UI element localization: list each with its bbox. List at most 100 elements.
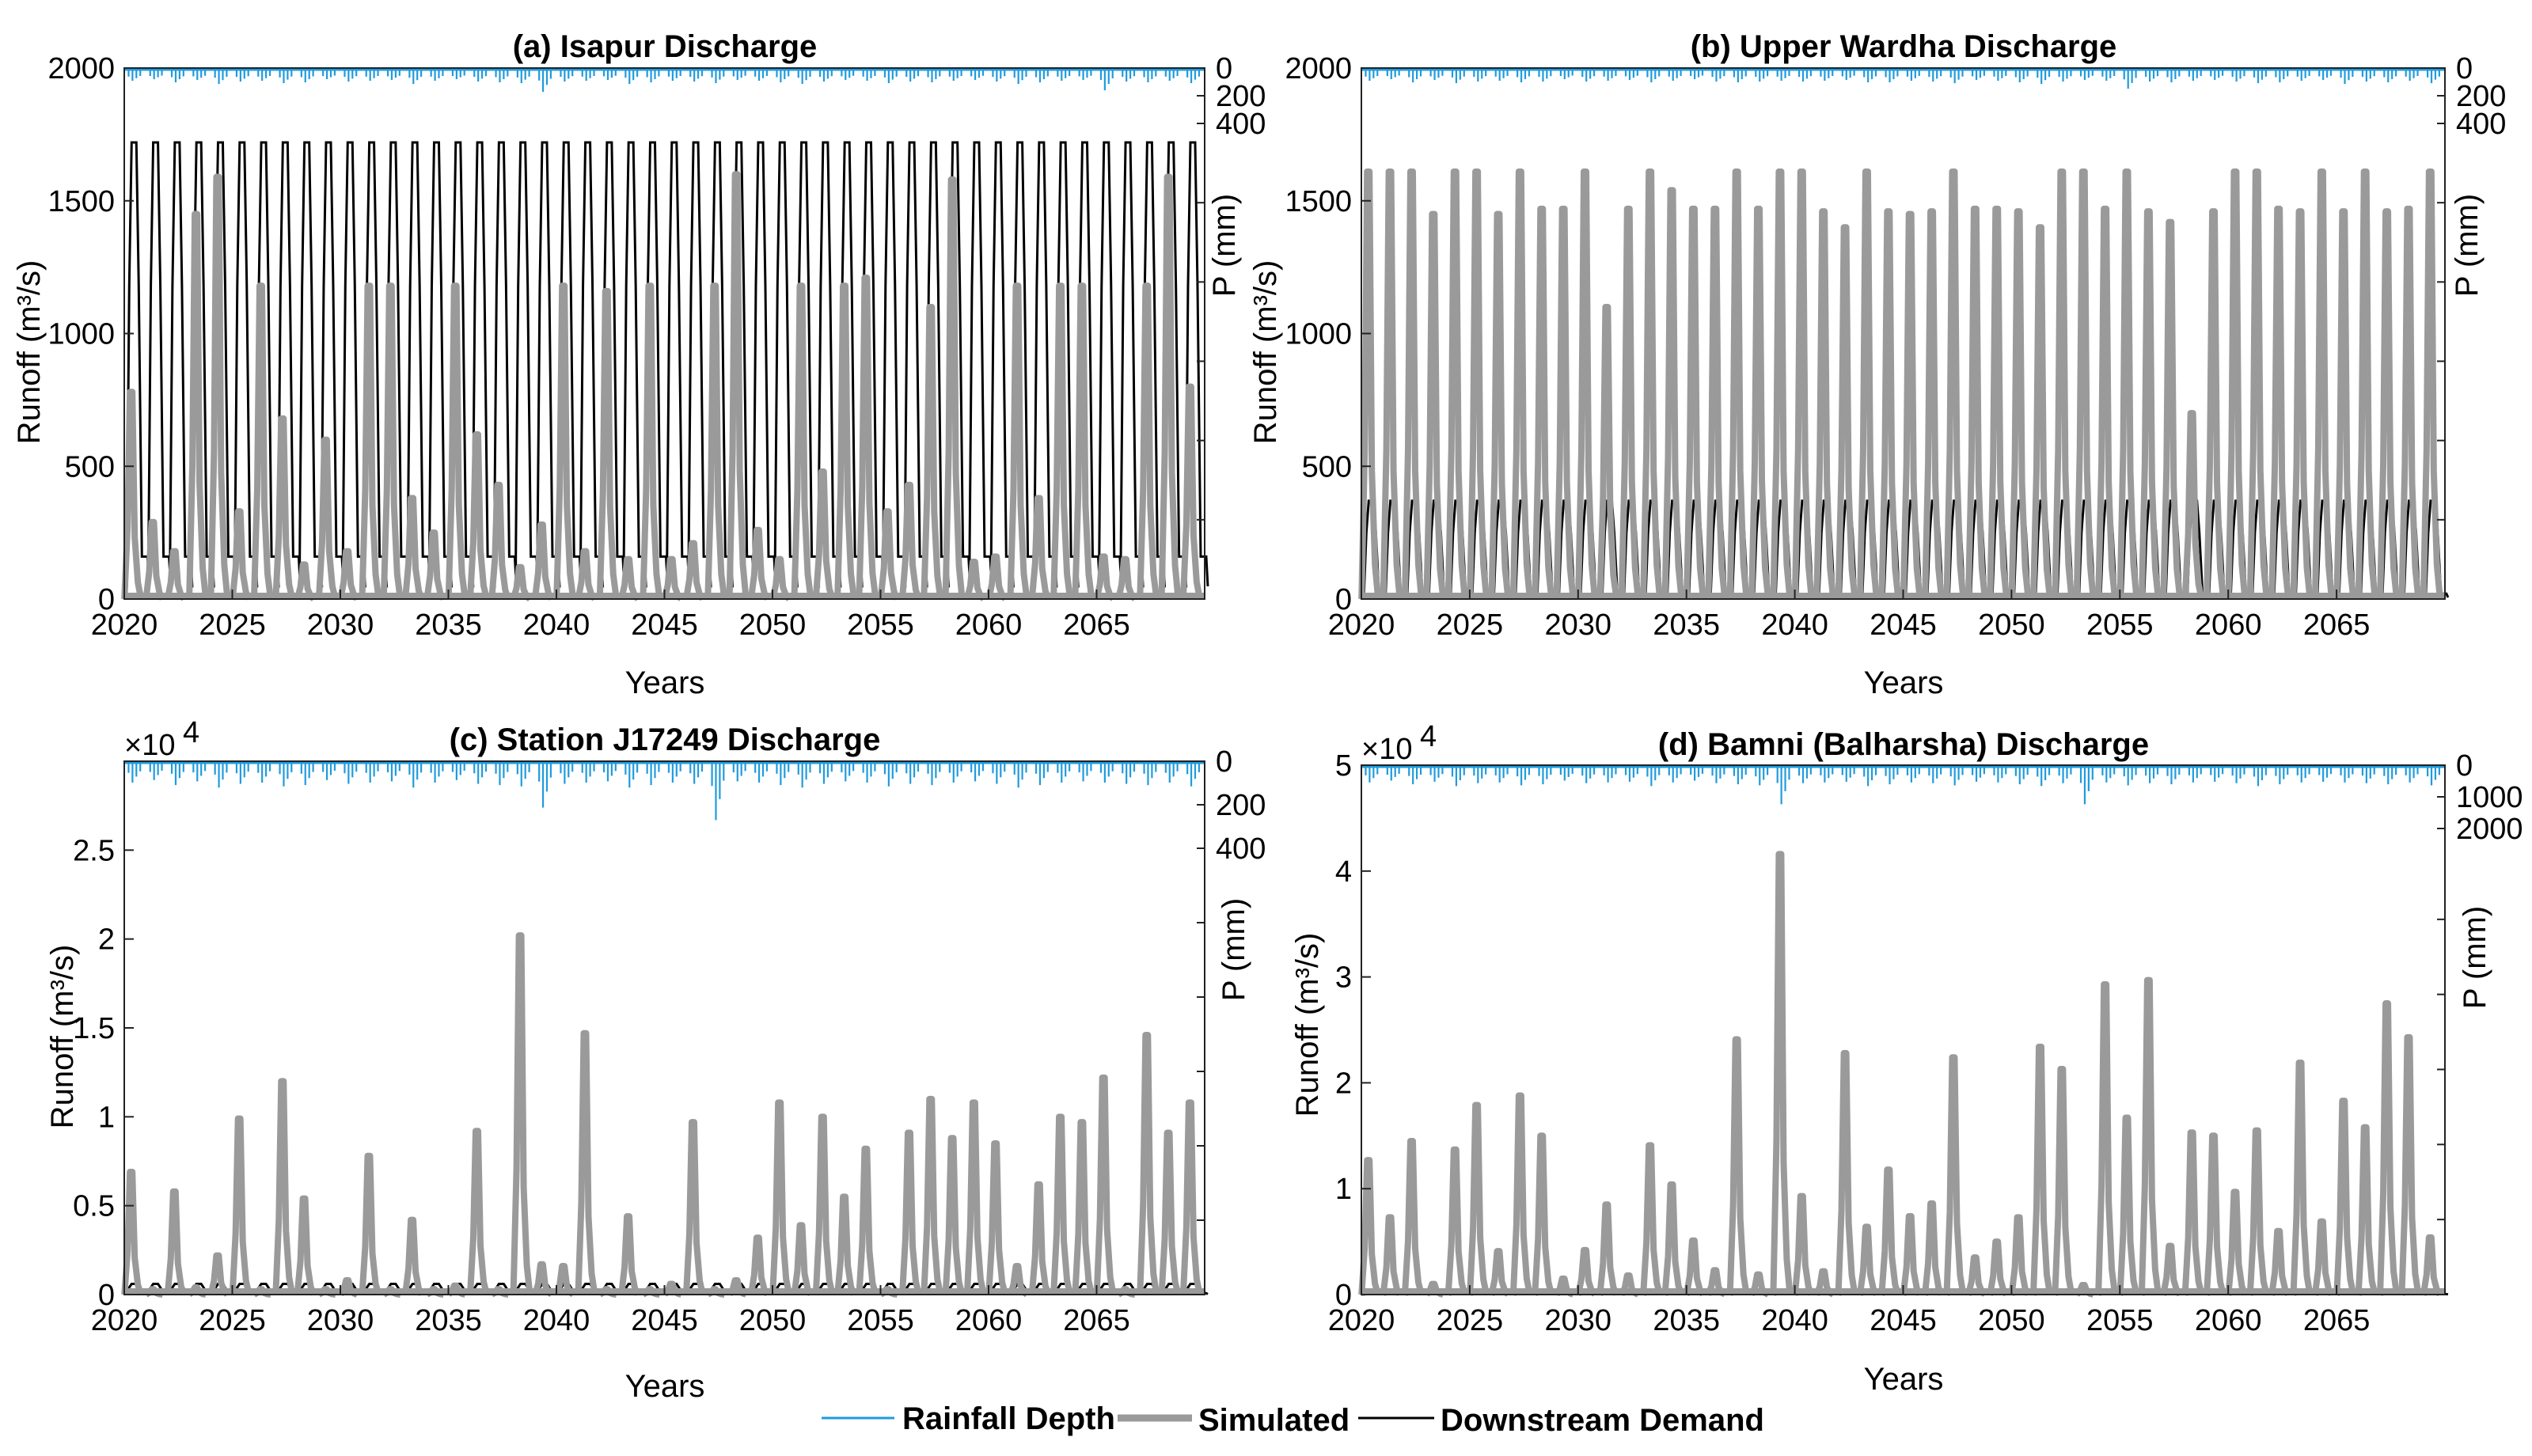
panel-d-x-tick-label-2040: 2040 — [1761, 1304, 1828, 1337]
panel-c-y2-axis-label: P (mm) — [1217, 898, 1251, 1001]
panel-d-y-tick-label-0: 0 — [1335, 1279, 1352, 1312]
panel-a-simulated-peak-10 — [315, 436, 339, 600]
panel-c-simulated-peak-41 — [985, 1140, 1009, 1296]
panel-d-simulated-peak-18 — [1726, 1036, 1750, 1295]
panel-c-y-tick-label-4: 2 — [98, 923, 115, 957]
panel-d-simulated-peak-49 — [2398, 1033, 2422, 1295]
panel-c-simulated-peak-34 — [834, 1193, 857, 1296]
panel-c-simulated-peak-12 — [359, 1152, 382, 1296]
panel-b-title: (b) Upper Wardha Discharge — [1691, 29, 2117, 64]
panel-a-title: (a) Isapur Discharge — [513, 29, 818, 64]
panel-c-simulated-peak-33 — [812, 1113, 836, 1295]
legend-label-simulated: Simulated — [1198, 1403, 1350, 1438]
panel-a-simulated-peak-13 — [380, 282, 404, 600]
panel-b-simulated-peak-2 — [1380, 168, 1403, 600]
panel-a-simulated-peak-8 — [272, 415, 296, 600]
panel-b-y-tick-label-4: 2000 — [1285, 52, 1352, 85]
panel-d-y-tick-label-3: 3 — [1335, 961, 1352, 995]
panel-b-simulated-peak-1 — [1358, 168, 1382, 600]
panel-b-simulated-peak-48 — [2377, 208, 2401, 600]
panel-b-simulated-peak-24 — [1856, 168, 1880, 600]
panel-d: (d) Bamni (Balharsha) Discharge 2020 2025… — [1290, 720, 2523, 1397]
panel-d-simulated-peak-5 — [1444, 1146, 1468, 1296]
panel-a-x-tick-label-2035: 2035 — [415, 609, 482, 642]
panel-b-simulated-peak-29 — [1964, 205, 1988, 600]
panel-a-simulated-peak-1 — [121, 389, 145, 600]
panel-b-simulated-peak-33 — [2052, 168, 2075, 600]
panel-c-simulated-peak-44 — [1050, 1113, 1073, 1295]
panel-c-simulated-peak-37 — [898, 1129, 922, 1295]
panel-d-simulated-peak-15 — [1661, 1181, 1685, 1296]
panel-d-simulated-peak-47 — [2355, 1124, 2378, 1295]
panel-d-y-tick-label-1: 1 — [1335, 1173, 1352, 1206]
panel-c-simulated-peak-9 — [294, 1195, 317, 1296]
panel-d-simulated-peak-33 — [2052, 1066, 2075, 1295]
panel-b-simulated-peak-39 — [2181, 410, 2205, 600]
panel-b-simulated-peak-32 — [2029, 224, 2053, 600]
panel-b-simulated-peak-42 — [2246, 168, 2270, 600]
panel-a-simulated-peak-21 — [553, 282, 577, 600]
panel-b-simulated-peak-16 — [1683, 205, 1706, 600]
panel-c-simulated-peak-35 — [856, 1145, 879, 1296]
panel-c-simulated-peak-46 — [1093, 1074, 1117, 1295]
panel-b-x-tick-label-2035: 2035 — [1653, 609, 1720, 642]
panel-c-x-tick-label-2030: 2030 — [307, 1304, 374, 1337]
panel-b-x-tick-label-2050: 2050 — [1978, 609, 2045, 642]
panel-d-y-tick-label-2: 2 — [1335, 1067, 1352, 1100]
legend: Rainfall Depth Simulated Downstream Dema… — [822, 1401, 1764, 1438]
panel-d-simulated-peak-28 — [1943, 1054, 1967, 1295]
panel-b-y-tick-label-2: 1000 — [1285, 318, 1352, 351]
panel-d-simulated-peak-20 — [1770, 851, 1794, 1295]
panel-a-y2-axis-label: P (mm) — [1207, 194, 1242, 297]
panel-a-simulated-peak-39 — [942, 176, 966, 600]
panel-a-x-tick-label-2045: 2045 — [631, 609, 698, 642]
panel-b-simulated-peak-5 — [1444, 168, 1468, 600]
panel-a-simulated-peak-5 — [207, 173, 231, 600]
panel-d-x-tick-label-2055: 2055 — [2086, 1304, 2154, 1337]
panel-c-y2-tick-label-2: 400 — [1216, 832, 1266, 866]
panel-b-simulated-peak-19 — [1748, 205, 1772, 600]
panel-c-x-tick-label-2065: 2065 — [1063, 1304, 1130, 1337]
panel-b-x-tick-label-2025: 2025 — [1437, 609, 1504, 642]
panel-a-simulated-peak-12 — [359, 282, 382, 600]
panel-b-x-tick-label-2040: 2040 — [1761, 609, 1828, 642]
panel-b-simulated-peak-30 — [1987, 205, 2010, 600]
panel-b-simulated-peak-22 — [1813, 208, 1837, 600]
panel-b-simulated-peak-34 — [2073, 168, 2097, 600]
panel-a-x-tick-label-2030: 2030 — [307, 609, 374, 642]
panel-a-simulated-peak-4 — [186, 210, 210, 600]
panel-c-y-tick-label-3: 1.5 — [73, 1012, 115, 1045]
panel-b-x-tick-label-2060: 2060 — [2195, 609, 2262, 642]
panel-b-simulated-peak-6 — [1467, 168, 1490, 600]
panel-b-x-axis-label: Years — [1864, 665, 1944, 700]
panel-d-simulated-peak-9 — [1532, 1132, 1555, 1295]
panel-c: (c) Station J17249 Discharge 2020 2025 203… — [45, 716, 1266, 1404]
panel-c-simulated-peak-49 — [1158, 1129, 1182, 1295]
panel-a-simulated-peak-6 — [229, 508, 252, 601]
panel-a-simulated-peak-35 — [856, 275, 879, 600]
panel-d-simulated-peak-48 — [2377, 1000, 2401, 1295]
panel-c-y2-tick-label-0: 0 — [1216, 745, 1232, 779]
panel-a-y2-tick-label-1: 200 — [1216, 80, 1266, 113]
panel-a-y-tick-label-0: 0 — [98, 583, 115, 616]
panel-b-y-tick-label-1: 500 — [1302, 450, 1352, 483]
panel-b-simulated-peak-50 — [2420, 168, 2443, 600]
panel-c-simulated-peak-3 — [164, 1188, 188, 1296]
panel-c-x-tick-label-2025: 2025 — [199, 1304, 266, 1337]
panel-c-x-tick-label-2050: 2050 — [739, 1304, 807, 1337]
panel-c-simulated-peak-22 — [575, 1029, 598, 1295]
panel-a-simulated-peak-25 — [640, 282, 663, 600]
panel-d-x-tick-label-2045: 2045 — [1870, 1304, 1937, 1337]
panel-a-x-tick-label-2050: 2050 — [739, 609, 807, 642]
panel-a-simulated-peak-16 — [445, 282, 469, 600]
panel-a-simulated-peak-44 — [1050, 282, 1074, 600]
panel-c-simulated-peak-50 — [1179, 1099, 1203, 1295]
panel-a-simulated-peak-50 — [1179, 383, 1203, 600]
panel-c-plot-area: 2020 2025 2030 2035 2040 2045 2050 2055 2060 2065… — [73, 716, 1266, 1337]
panel-b-simulated-peak-4 — [1423, 210, 1447, 600]
panel-c-simulated-peak-19 — [510, 932, 533, 1295]
panel-b-simulated-peak-23 — [1835, 224, 1858, 600]
panel-a-simulated-peak-49 — [1158, 173, 1182, 600]
panel-c-title: (c) Station J17249 Discharge — [450, 722, 881, 757]
panel-b-simulated-peak-10 — [1553, 205, 1577, 600]
